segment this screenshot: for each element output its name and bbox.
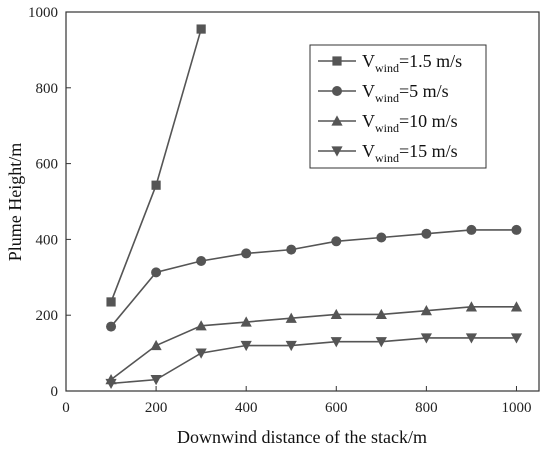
x-tick-label: 1000	[501, 400, 531, 416]
y-tick-label: 800	[36, 81, 59, 97]
series-line	[110, 306, 517, 381]
data-point	[151, 180, 161, 190]
data-point	[151, 267, 162, 278]
y-tick-label: 200	[36, 308, 59, 324]
legend-item: Vwind=5 m/s	[318, 81, 449, 105]
legend-marker	[332, 56, 342, 66]
data-point	[106, 321, 117, 332]
x-tick-label: 800	[415, 400, 438, 416]
legend-marker	[332, 86, 342, 96]
data-point	[241, 248, 252, 259]
legend-label: Vwind=15 m/s	[362, 141, 458, 165]
x-tick-label: 200	[145, 400, 168, 416]
data-point	[330, 308, 342, 320]
data-point	[285, 312, 297, 323]
data-point	[240, 316, 252, 327]
data-point	[286, 244, 297, 255]
legend-label: Vwind=10 m/s	[362, 111, 458, 135]
y-tick-label: 1000	[28, 5, 58, 21]
plot-frame	[65, 11, 540, 392]
data-point	[331, 236, 342, 247]
series-layer	[105, 24, 523, 390]
x-tick-label: 600	[325, 400, 348, 416]
data-point	[510, 301, 523, 312]
data-point	[150, 375, 162, 386]
legend-item: Vwind=10 m/s	[318, 111, 458, 135]
axis-ticks: 0 200 400 600 800 1000 0 200 400 600 800 1000	[28, 5, 531, 416]
data-point	[511, 224, 522, 235]
data-point	[465, 333, 478, 344]
data-point	[195, 348, 207, 359]
x-axis-title: Downwind distance of the stack/m	[177, 427, 427, 447]
x-tick-label: 400	[235, 400, 258, 416]
data-point	[196, 24, 206, 34]
series-line	[110, 229, 517, 328]
series-1	[106, 24, 206, 307]
series-2	[106, 224, 522, 332]
data-point	[420, 333, 432, 344]
series-line	[110, 337, 517, 385]
series-4	[105, 333, 523, 390]
series-line	[110, 28, 202, 303]
y-tick-label: 0	[51, 384, 59, 400]
data-point	[330, 337, 342, 348]
legend-marker	[331, 146, 343, 157]
data-point	[105, 378, 117, 390]
legend-label: Vwind=5 m/s	[362, 81, 449, 105]
legend-marker	[331, 115, 343, 126]
data-point	[106, 297, 116, 307]
data-point	[196, 256, 207, 267]
y-tick-label: 600	[36, 157, 59, 173]
data-point	[375, 337, 387, 348]
data-point	[240, 340, 252, 352]
data-point	[420, 305, 432, 316]
data-point	[510, 333, 523, 344]
data-point	[150, 339, 162, 351]
legend-label: Vwind=1.5 m/s	[362, 51, 462, 75]
y-axis-title: Plume Height/m	[5, 143, 25, 262]
legend-item: Vwind=15 m/s	[318, 141, 458, 165]
data-point	[376, 232, 387, 243]
data-point	[285, 340, 297, 352]
legend: Vwind=1.5 m/s Vwind=5 m/s Vwind=10 m/s Vwin…	[309, 44, 487, 169]
series-3	[105, 301, 523, 385]
data-point	[375, 308, 387, 320]
data-point	[466, 224, 477, 235]
data-point	[195, 320, 207, 331]
x-tick-label: 0	[62, 400, 70, 416]
data-point	[465, 301, 478, 312]
legend-item: Vwind=1.5 m/s	[318, 51, 462, 75]
data-point	[421, 228, 432, 239]
y-tick-label: 400	[36, 232, 59, 248]
